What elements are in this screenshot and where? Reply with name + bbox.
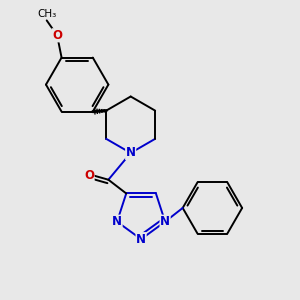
Text: N: N xyxy=(112,215,122,228)
Text: N: N xyxy=(126,146,136,160)
Text: O: O xyxy=(52,29,62,42)
Text: N: N xyxy=(136,233,146,246)
Text: CH₃: CH₃ xyxy=(37,9,56,19)
Text: O: O xyxy=(84,169,94,182)
Text: N: N xyxy=(160,215,170,228)
